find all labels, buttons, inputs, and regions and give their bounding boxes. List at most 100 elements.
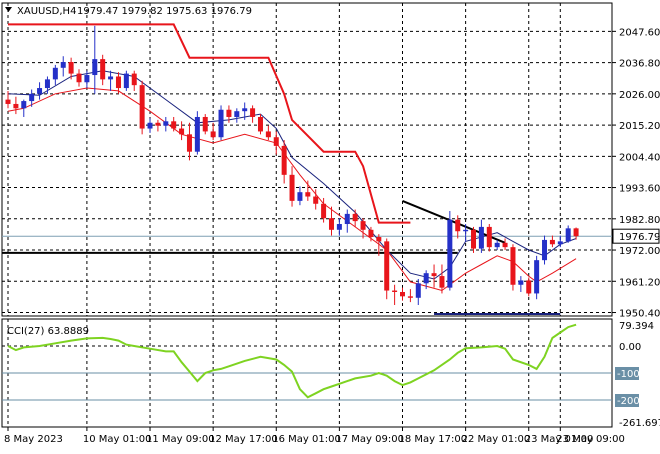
candle-body (76, 73, 82, 83)
candle[interactable] (273, 131, 279, 155)
candle-body (336, 224, 342, 230)
candle[interactable] (368, 226, 374, 242)
candle[interactable] (68, 57, 74, 80)
candle-body (92, 59, 98, 76)
candle[interactable] (526, 277, 532, 297)
candle[interactable] (360, 218, 366, 239)
candle[interactable] (573, 227, 579, 240)
candle[interactable] (226, 105, 232, 123)
candle[interactable] (186, 122, 192, 161)
candle-body (202, 116, 208, 132)
candle[interactable] (313, 189, 319, 210)
candle-body (534, 260, 540, 294)
candle[interactable] (518, 276, 524, 292)
candle[interactable] (218, 105, 224, 141)
candle-body (139, 85, 145, 129)
candle[interactable] (108, 70, 114, 91)
candle[interactable] (257, 114, 263, 135)
candle[interactable] (13, 96, 19, 115)
candle[interactable] (242, 102, 248, 120)
candle[interactable] (92, 25, 98, 94)
candle[interactable] (352, 209, 358, 227)
candle-body (147, 122, 153, 129)
candle[interactable] (52, 64, 58, 86)
candle[interactable] (455, 215, 461, 239)
candle[interactable] (234, 108, 240, 123)
candle-body (360, 221, 366, 230)
candle[interactable] (21, 99, 27, 117)
price-tick-label: 1950.40 (619, 309, 660, 320)
candle-body (471, 229, 477, 249)
candle[interactable] (37, 82, 43, 100)
candle[interactable] (328, 206, 334, 236)
candle[interactable] (557, 235, 563, 248)
candle[interactable] (423, 270, 429, 290)
candle-body (431, 273, 437, 277)
candle[interactable] (289, 166, 295, 207)
candle[interactable] (376, 234, 382, 256)
candle-layer[interactable] (5, 25, 579, 306)
candle[interactable] (171, 116, 177, 132)
candle-body (573, 228, 579, 237)
candle[interactable] (194, 111, 200, 155)
price-tick-label: 2026.00 (619, 90, 660, 101)
candle[interactable] (5, 90, 11, 109)
time-tick-label: 12 May 17:00 (209, 434, 278, 445)
candle[interactable] (471, 226, 477, 253)
cci-tick-label: -261.697 (619, 418, 660, 429)
candle-body (502, 242, 508, 248)
candle[interactable] (155, 119, 161, 132)
candle[interactable] (100, 54, 106, 86)
candle[interactable] (447, 210, 453, 291)
candle[interactable] (163, 116, 169, 132)
candle[interactable] (84, 70, 90, 89)
candle[interactable] (549, 235, 555, 248)
candle[interactable] (250, 105, 256, 123)
candle[interactable] (210, 122, 216, 141)
candle-body (257, 116, 263, 132)
candle[interactable] (400, 287, 405, 301)
candle[interactable] (534, 255, 540, 300)
candle[interactable] (542, 235, 548, 265)
candle[interactable] (407, 289, 413, 303)
candle[interactable] (297, 186, 303, 206)
candle[interactable] (392, 284, 398, 306)
candle[interactable] (486, 224, 492, 252)
candle[interactable] (510, 244, 516, 291)
candle[interactable] (179, 121, 185, 141)
candle[interactable] (29, 89, 35, 107)
candle[interactable] (60, 56, 66, 77)
candle[interactable] (431, 264, 437, 288)
candle-body (68, 62, 74, 74)
candle[interactable] (131, 70, 137, 91)
candle[interactable] (478, 219, 484, 253)
current-price-badge (612, 228, 660, 244)
candle[interactable] (494, 239, 500, 251)
cci-label: CCI(27) 63.8889 (7, 326, 89, 337)
candle[interactable] (202, 114, 208, 135)
candle[interactable] (281, 140, 287, 184)
candle[interactable] (565, 225, 571, 243)
candle-body (526, 280, 532, 294)
candle[interactable] (439, 264, 445, 294)
candle[interactable] (336, 218, 342, 236)
candle-body (250, 108, 256, 117)
candle[interactable] (305, 180, 311, 201)
candle[interactable] (139, 80, 145, 135)
candle[interactable] (415, 278, 421, 306)
candle[interactable] (147, 118, 153, 133)
candle[interactable] (502, 238, 508, 251)
candle[interactable] (265, 125, 271, 141)
candle[interactable] (76, 69, 82, 87)
candle[interactable] (344, 209, 350, 233)
candle[interactable] (115, 72, 121, 94)
dropdown-triangle-icon[interactable] (5, 7, 12, 12)
candle[interactable] (123, 70, 129, 91)
candle[interactable] (321, 197, 327, 223)
candle[interactable] (44, 76, 50, 94)
time-tick-label: 8 May 2023 (4, 434, 63, 445)
candle[interactable] (463, 224, 469, 242)
candle[interactable] (384, 238, 390, 300)
